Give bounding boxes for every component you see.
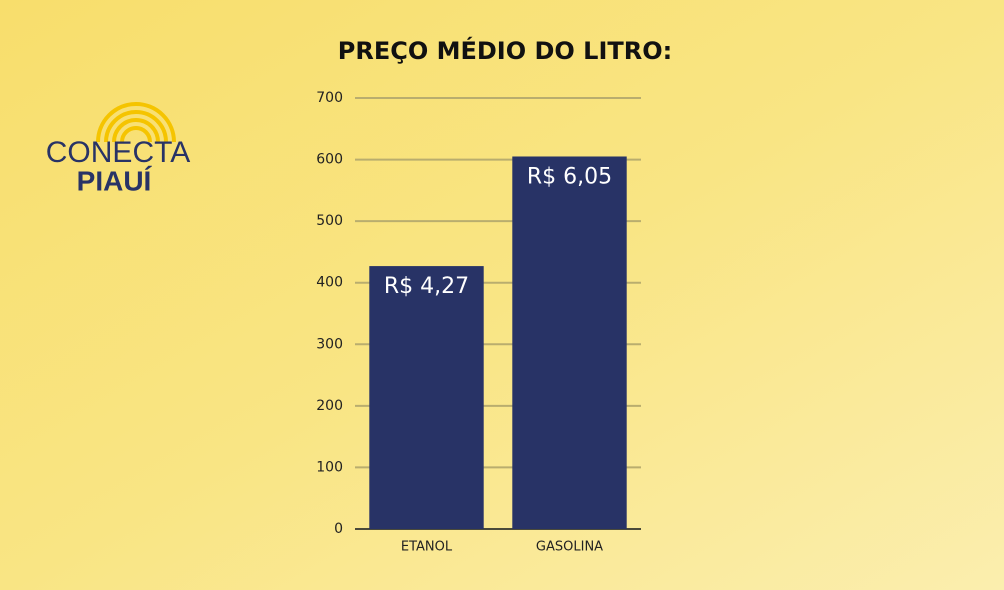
x-tick-label: ETANOL	[401, 540, 453, 555]
y-tick-label: 700	[316, 90, 343, 106]
bar	[369, 266, 484, 529]
y-tick-label: 500	[316, 213, 343, 229]
value-label: R$ 4,27	[384, 274, 469, 299]
x-tick-label: GASOLINA	[536, 540, 603, 555]
value-label: R$ 6,05	[527, 164, 612, 189]
y-tick-label: 200	[316, 398, 343, 414]
chart-title: PREÇO MÉDIO DO LITRO:	[338, 36, 672, 65]
y-tick-label: 300	[316, 336, 343, 352]
y-tick-label: 0	[334, 521, 343, 537]
logo-line1: CONECTA	[46, 136, 190, 169]
bar	[512, 156, 627, 529]
logo-line2: PIAUÍ	[77, 165, 153, 196]
y-tick-label: 400	[316, 275, 343, 291]
y-tick-label: 600	[316, 152, 343, 168]
logo-arcs	[96, 102, 176, 143]
y-tick-label: 100	[316, 459, 343, 475]
